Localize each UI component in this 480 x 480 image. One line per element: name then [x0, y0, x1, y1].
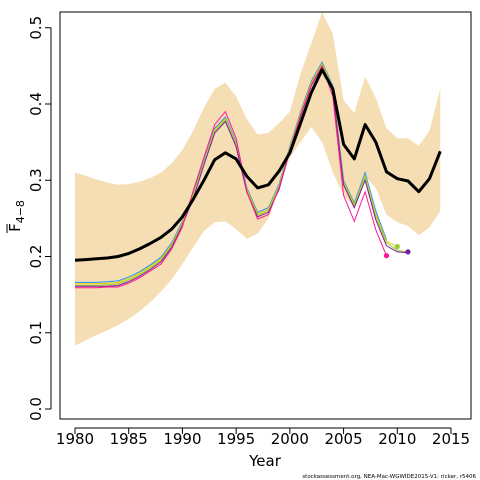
y-tick-label: 0.0 [27, 397, 45, 421]
y-tick-label: 0.3 [27, 168, 45, 192]
x-axis-title: Year [248, 452, 282, 470]
plot-frame [59, 11, 472, 420]
confidence-band [75, 12, 441, 346]
x-tick-label: 1990 [163, 430, 201, 448]
credit-text: stockassessment.org, NEA-Mac-WGWIDE2015-… [302, 474, 476, 480]
retro-endpoint-dot [394, 244, 400, 250]
main-estimate-line [74, 68, 442, 262]
x-tick-label: 1980 [56, 430, 94, 448]
y-axis-title-sub: 4−8 [14, 200, 27, 223]
x-tick-label: 2010 [378, 430, 416, 448]
x-tick-label: 2015 [432, 430, 470, 448]
y-tick-label: 0.5 [27, 16, 45, 40]
x-tick-label: 1995 [217, 430, 255, 448]
retro-endpoint-dot [405, 249, 411, 255]
y-axis: 0.0 0.1 0.2 0.3 0.4 0.5 [27, 16, 52, 421]
retro-series-line-5 [75, 64, 387, 289]
x-tick-label: 2005 [324, 430, 362, 448]
y-axis-title-main: F [6, 223, 24, 232]
y-axis-title: F4−8 [6, 200, 27, 233]
y-tick-label: 0.1 [27, 321, 45, 345]
svg-text:F4−8: F4−8 [6, 200, 27, 232]
x-axis: 1980 1985 1990 1995 2000 2005 2010 2015 [56, 427, 470, 448]
x-tick-label: 1985 [110, 430, 148, 448]
confidence-band-layer [75, 12, 441, 346]
x-tick-label: 2000 [271, 430, 309, 448]
y-tick-label: 0.2 [27, 245, 45, 269]
series-layer [74, 60, 442, 289]
retro-endpoint-dot [383, 253, 390, 259]
endpoint-layer [383, 244, 411, 259]
y-tick-label: 0.4 [27, 92, 45, 116]
